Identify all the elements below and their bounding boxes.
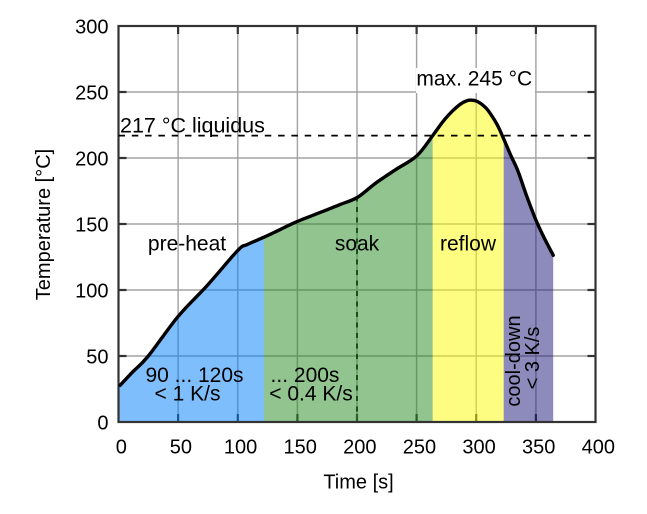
svg-text:< 1 K/s: < 1 K/s bbox=[155, 383, 221, 406]
svg-text:< 0.4 K/s: < 0.4 K/s bbox=[269, 383, 352, 406]
svg-text:... 200s: ... 200s bbox=[271, 364, 340, 387]
svg-text:100: 100 bbox=[75, 281, 108, 303]
svg-text:< 3 K/s: < 3 K/s bbox=[522, 327, 544, 390]
svg-text:reflow: reflow bbox=[440, 233, 497, 256]
svg-text:Temperature [°C]: Temperature [°C] bbox=[33, 149, 55, 300]
svg-text:350: 350 bbox=[522, 437, 555, 459]
svg-text:cool-down: cool-down bbox=[503, 315, 525, 406]
svg-text:Time [s]: Time [s] bbox=[323, 472, 393, 494]
svg-text:150: 150 bbox=[75, 215, 108, 237]
svg-text:250: 250 bbox=[75, 83, 108, 105]
svg-text:100: 100 bbox=[224, 437, 257, 459]
svg-text:200: 200 bbox=[343, 437, 376, 459]
svg-text:300: 300 bbox=[462, 437, 495, 459]
svg-text:150: 150 bbox=[284, 437, 317, 459]
svg-text:soak: soak bbox=[335, 233, 380, 256]
svg-text:250: 250 bbox=[403, 437, 436, 459]
svg-text:200: 200 bbox=[75, 149, 108, 171]
svg-text:400: 400 bbox=[582, 437, 615, 459]
svg-text:50: 50 bbox=[170, 437, 192, 459]
svg-text:0: 0 bbox=[97, 413, 108, 435]
svg-text:90 ... 120s: 90 ... 120s bbox=[145, 364, 243, 387]
svg-text:max. 245 °C: max. 245 °C bbox=[416, 68, 532, 91]
svg-text:217 °C liquidus: 217 °C liquidus bbox=[120, 114, 265, 138]
svg-text:300: 300 bbox=[75, 17, 108, 39]
svg-text:50: 50 bbox=[86, 347, 108, 369]
svg-text:pre-heat: pre-heat bbox=[148, 233, 226, 256]
svg-text:0: 0 bbox=[116, 437, 127, 459]
